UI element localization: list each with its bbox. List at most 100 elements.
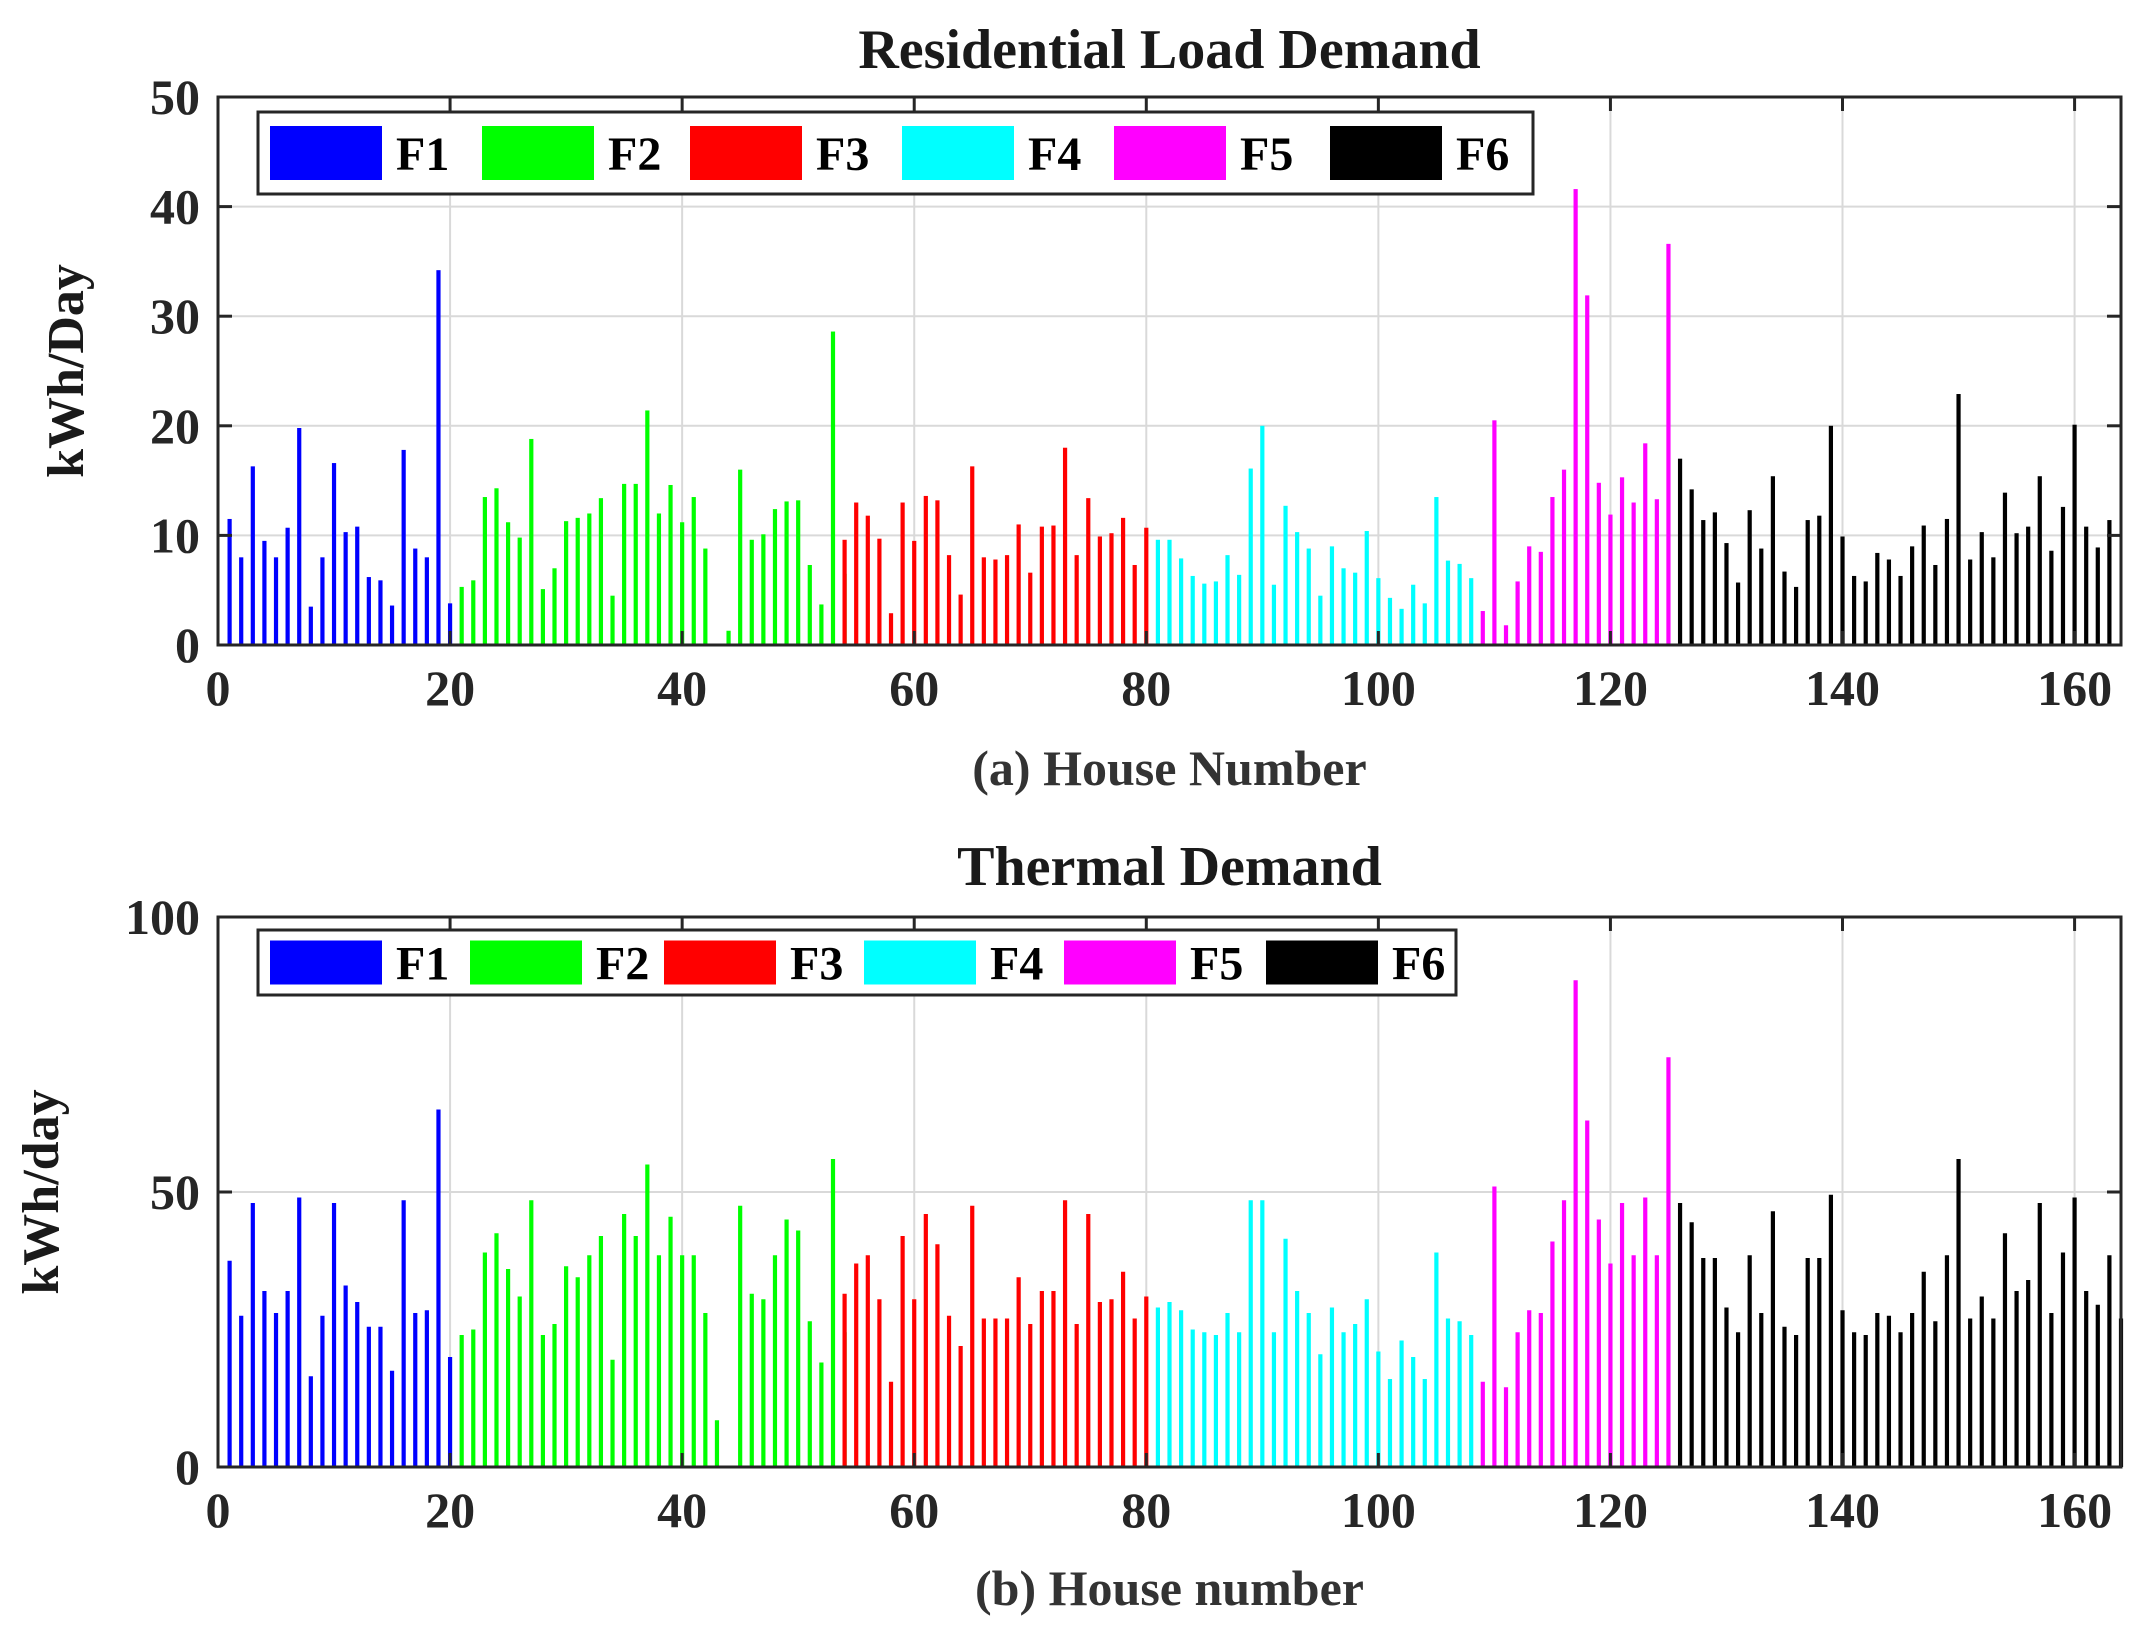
bar (1944, 518, 1950, 645)
bar (738, 469, 743, 645)
bar (262, 540, 267, 645)
bar (1051, 1291, 1056, 1467)
x-tick-label: 100 (1341, 1482, 1416, 1538)
bar (1677, 458, 1683, 645)
bar (1086, 498, 1091, 645)
bar (1538, 551, 1543, 645)
bar (1991, 1318, 1996, 1467)
bar (1306, 548, 1311, 645)
bar (807, 564, 812, 645)
bar (1144, 527, 1149, 645)
legend-swatch-f1 (270, 126, 382, 180)
bar (1190, 575, 1195, 645)
bar (1132, 1318, 1137, 1467)
bar (1132, 564, 1137, 645)
bar (494, 488, 499, 645)
bar (842, 1293, 847, 1467)
bar (1109, 1299, 1114, 1467)
bar (1225, 555, 1230, 645)
bar (2037, 1203, 2042, 1467)
bar (865, 1255, 870, 1467)
bar (1701, 520, 1706, 645)
bar (1283, 1238, 1288, 1467)
bar (564, 521, 569, 645)
bar (2026, 1280, 2031, 1467)
bar (239, 557, 244, 645)
bar (1341, 568, 1346, 645)
bar (2002, 1233, 2008, 1467)
bar (1968, 1318, 1973, 1467)
bar (482, 497, 487, 645)
bar (1318, 595, 1323, 645)
bar (784, 1219, 789, 1467)
bar (1654, 499, 1659, 645)
series-f2 (459, 1159, 847, 1467)
bar (1817, 1258, 1822, 1467)
legend-box (256, 110, 1535, 196)
bar (830, 1159, 836, 1467)
bar (703, 1313, 708, 1467)
y-tick-label: 100 (125, 889, 200, 945)
legend-label-f2: F2 (596, 938, 649, 991)
bar (447, 1357, 453, 1467)
bar (680, 522, 685, 645)
bar (366, 1326, 371, 1467)
bar (970, 1205, 975, 1467)
bar (1921, 1271, 1926, 1467)
bar (900, 502, 905, 645)
bar (877, 538, 882, 645)
bar (1747, 1255, 1752, 1467)
bar (343, 532, 348, 645)
series-f1 (227, 1109, 453, 1467)
x-tick-label: 20 (425, 1482, 475, 1538)
bar (888, 613, 894, 645)
bar (738, 1205, 743, 1467)
bar (552, 568, 557, 645)
bar (575, 1277, 580, 1467)
bar (1608, 1263, 1613, 1467)
legend-swatch-f6 (1330, 126, 1442, 180)
bar (1561, 1200, 1567, 1467)
y-tick-label: 0 (175, 1439, 200, 1495)
bar (343, 1285, 348, 1467)
x-tick-label: 140 (1805, 1482, 1880, 1538)
bar (912, 540, 917, 645)
bar (1886, 559, 1892, 645)
bar (273, 1313, 279, 1467)
bar (749, 539, 754, 645)
y-axis-label: kWh/Day (38, 264, 95, 478)
legend-swatch-f3 (690, 126, 802, 180)
x-tick-label: 120 (1573, 1482, 1648, 1538)
bar (2084, 526, 2089, 645)
bar (2014, 533, 2019, 645)
bar (1573, 980, 1578, 1467)
bar (970, 466, 975, 645)
bar (389, 605, 395, 645)
y-tick-label: 50 (150, 1164, 200, 1220)
bar (1585, 295, 1590, 645)
bar (830, 331, 836, 645)
bar (529, 1200, 534, 1467)
bar (1503, 1387, 1509, 1467)
bar (656, 1255, 662, 1467)
bar (1399, 1340, 1404, 1467)
bar (1179, 558, 1184, 645)
bar (2002, 492, 2008, 645)
bar (912, 1299, 917, 1467)
bar (877, 1299, 882, 1467)
bar (807, 1321, 812, 1467)
bar (958, 594, 963, 645)
bar (273, 557, 279, 645)
bar (645, 410, 650, 645)
bar (656, 513, 662, 645)
bar (1202, 583, 1207, 645)
bar (1631, 1255, 1636, 1467)
series-f5 (1480, 189, 1671, 645)
bar (436, 1109, 441, 1467)
bar (1202, 1332, 1207, 1467)
bar (1387, 1379, 1393, 1467)
bar (749, 1293, 754, 1467)
bar (262, 1291, 267, 1467)
bar (1793, 1335, 1799, 1467)
bar (517, 537, 522, 645)
